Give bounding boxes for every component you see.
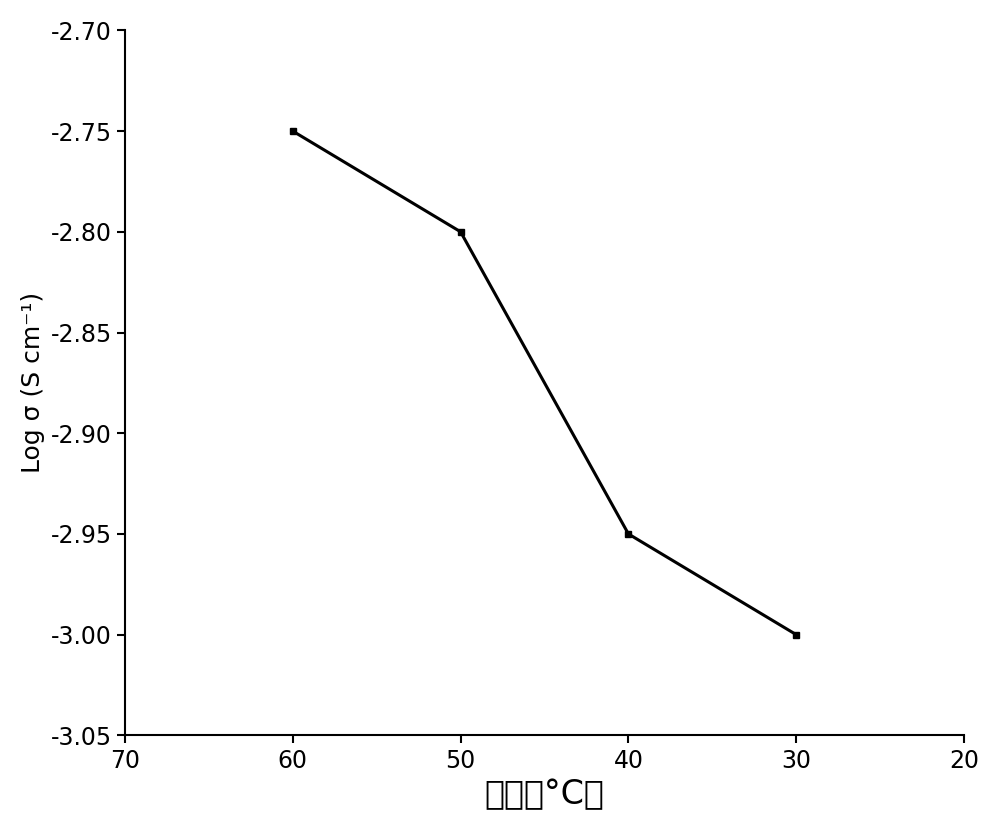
X-axis label: 温度（°C）: 温度（°C） — [485, 778, 604, 811]
Y-axis label: Log σ (S cm⁻¹): Log σ (S cm⁻¹) — [21, 292, 45, 473]
